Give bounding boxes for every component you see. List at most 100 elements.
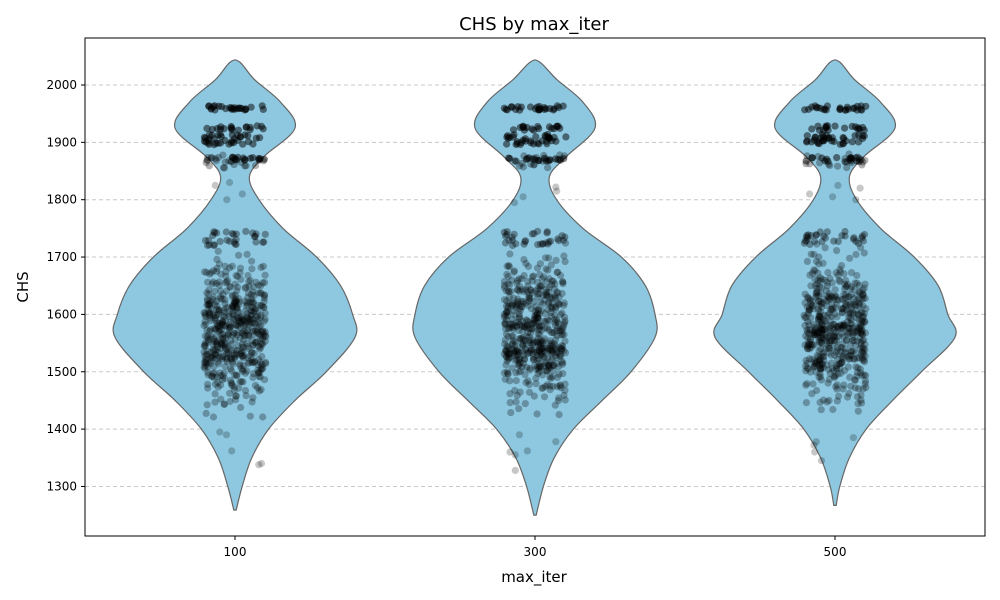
data-point bbox=[232, 350, 240, 358]
data-point bbox=[849, 434, 858, 442]
data-point bbox=[825, 375, 833, 383]
data-point bbox=[804, 365, 813, 373]
data-point bbox=[548, 295, 556, 303]
data-point bbox=[821, 234, 830, 242]
data-point bbox=[555, 237, 563, 245]
data-point bbox=[845, 324, 853, 332]
data-point bbox=[225, 324, 233, 332]
data-point bbox=[548, 347, 556, 356]
data-point bbox=[252, 278, 260, 286]
data-point bbox=[225, 310, 233, 318]
data-point bbox=[240, 331, 248, 339]
data-point bbox=[826, 344, 834, 352]
data-point bbox=[530, 338, 538, 346]
chart-title: CHS by max_iter bbox=[459, 14, 609, 35]
data-point bbox=[850, 295, 858, 303]
data-point bbox=[201, 341, 209, 349]
data-point bbox=[817, 329, 825, 337]
data-point bbox=[801, 341, 809, 349]
data-point bbox=[816, 274, 825, 282]
data-point bbox=[200, 342, 208, 350]
data-point bbox=[819, 353, 827, 361]
data-point bbox=[509, 299, 517, 308]
data-point bbox=[229, 291, 237, 299]
data-point bbox=[207, 326, 215, 334]
data-point bbox=[854, 324, 862, 332]
data-point bbox=[518, 363, 526, 371]
data-point bbox=[250, 283, 258, 291]
data-point bbox=[235, 251, 243, 259]
data-point bbox=[821, 317, 830, 325]
data-point bbox=[204, 153, 212, 162]
data-point bbox=[219, 353, 227, 361]
data-point bbox=[511, 348, 519, 356]
data-point bbox=[554, 397, 563, 405]
data-point bbox=[202, 312, 210, 321]
data-point bbox=[505, 324, 513, 332]
data-point bbox=[519, 123, 527, 131]
data-point bbox=[826, 338, 834, 346]
data-point bbox=[826, 369, 834, 377]
data-point bbox=[521, 237, 530, 245]
data-point bbox=[806, 306, 814, 314]
data-point bbox=[825, 396, 833, 405]
data-point bbox=[244, 289, 253, 297]
data-point bbox=[258, 361, 266, 369]
data-point bbox=[204, 332, 212, 340]
data-point bbox=[506, 133, 514, 142]
data-point bbox=[517, 367, 525, 375]
data-point bbox=[531, 156, 539, 164]
data-point bbox=[548, 355, 556, 364]
data-point bbox=[525, 291, 533, 299]
data-point bbox=[223, 358, 231, 366]
data-point bbox=[833, 313, 841, 321]
data-point bbox=[525, 294, 534, 303]
data-point bbox=[209, 310, 217, 318]
data-point bbox=[238, 352, 246, 360]
data-point bbox=[248, 307, 256, 315]
x-axis-label: max_iter bbox=[501, 568, 567, 587]
data-point bbox=[519, 340, 527, 348]
data-point bbox=[827, 337, 835, 345]
data-point bbox=[806, 345, 814, 353]
data-point bbox=[816, 356, 824, 364]
data-point bbox=[246, 154, 255, 162]
data-point bbox=[843, 282, 851, 290]
data-point bbox=[521, 400, 529, 408]
data-point bbox=[506, 250, 514, 258]
data-point bbox=[539, 300, 547, 308]
data-point bbox=[512, 355, 520, 363]
data-point bbox=[833, 247, 841, 255]
data-point bbox=[217, 340, 226, 349]
data-point bbox=[541, 324, 549, 332]
data-point bbox=[537, 282, 545, 290]
data-point bbox=[211, 229, 219, 237]
data-point bbox=[217, 395, 225, 403]
data-point bbox=[835, 350, 843, 358]
data-point bbox=[835, 392, 843, 400]
data-point bbox=[210, 346, 218, 354]
data-point bbox=[517, 334, 526, 343]
data-point bbox=[859, 123, 867, 132]
data-point bbox=[252, 305, 260, 313]
data-point bbox=[210, 241, 218, 249]
data-point bbox=[844, 324, 853, 332]
data-point bbox=[560, 301, 568, 309]
data-point bbox=[853, 329, 862, 337]
data-point bbox=[830, 337, 839, 345]
data-point bbox=[532, 133, 540, 141]
data-point bbox=[545, 283, 553, 292]
data-point bbox=[857, 309, 865, 317]
data-point bbox=[205, 241, 213, 249]
data-point bbox=[810, 266, 818, 274]
data-point bbox=[515, 349, 523, 357]
data-point bbox=[839, 339, 847, 348]
data-point bbox=[528, 346, 536, 354]
x-tick-label: 300 bbox=[524, 545, 547, 559]
data-point bbox=[225, 350, 233, 358]
data-point bbox=[243, 299, 251, 307]
data-point bbox=[511, 157, 519, 165]
data-point bbox=[211, 325, 220, 333]
data-point bbox=[859, 237, 868, 245]
data-point bbox=[240, 332, 248, 340]
